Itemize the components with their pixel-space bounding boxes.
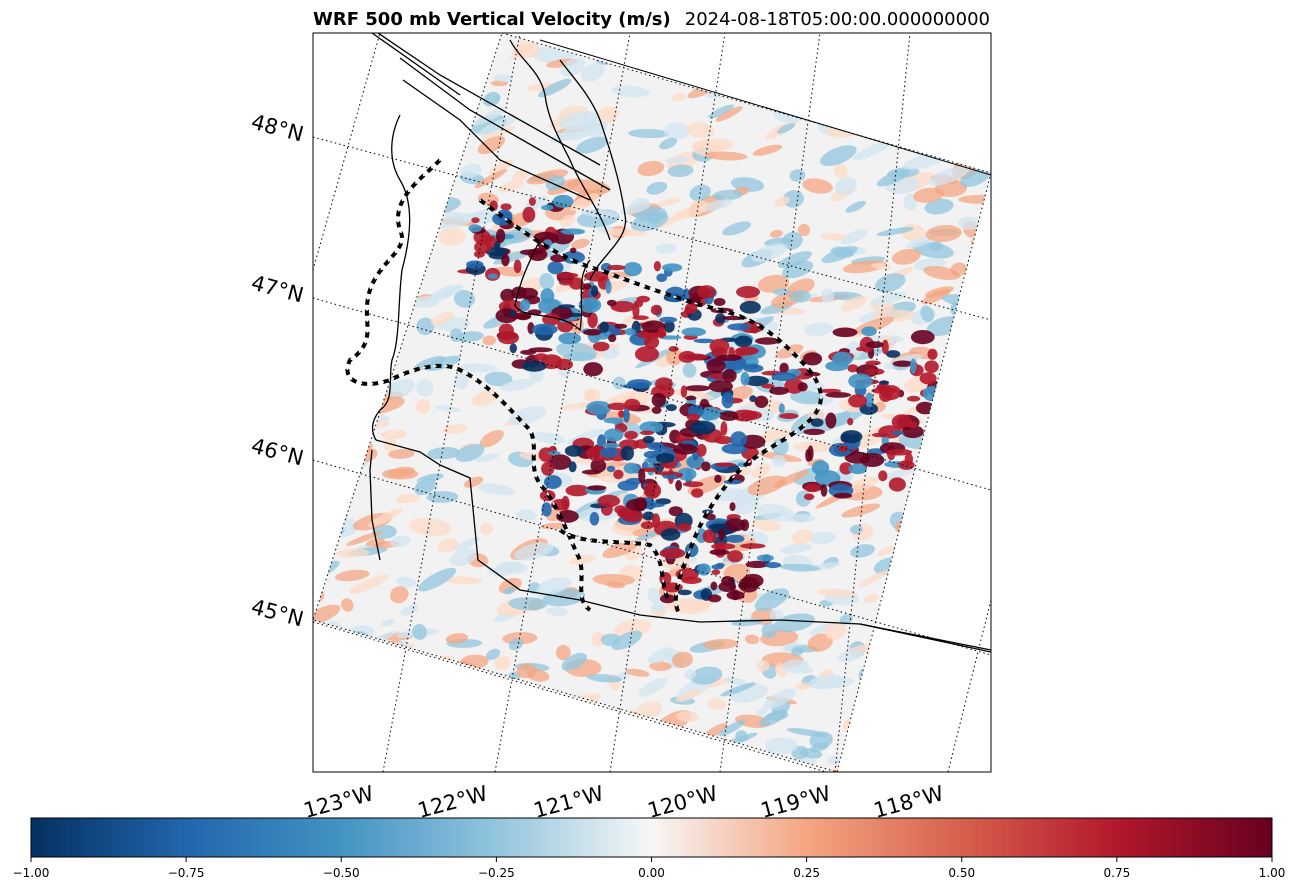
lat-line-48 [313,136,991,321]
map-area [313,33,991,772]
colorbar-tick-label: −0.75 [168,866,205,880]
lat-line-46 [313,459,991,656]
colorbar-tick-label: −0.25 [478,866,515,880]
colorbar: −1.00 −0.75 −0.50 −0.25 0.00 0.25 0.50 0.75 1.00 [13,817,1286,880]
colorbar-tick-label: −0.50 [323,866,360,880]
lon-labels: 123°W 122°W 121°W 120°W 119°W 118°W [301,781,946,823]
colorbar-ticks: −1.00 −0.75 −0.50 −0.25 0.00 0.25 0.50 0.75 1.00 [13,857,1286,880]
lon-label-122: 122°W [415,781,490,823]
lon-line-122 [494,33,631,772]
chart-subtitle: 2024-08-18T05:00:00.000000000 [685,9,990,30]
lon-label-118: 118°W [871,781,946,823]
lon-line-120 [719,33,821,772]
lat-label-46: 46°N [249,434,306,471]
map-frame [312,32,992,773]
lat-label-48: 48°N [249,110,306,147]
chart-title: WRF 500 mb Vertical Velocity (m/s) [313,9,671,30]
lat-line-45 [313,621,829,772]
colorbar-tick-label: −1.00 [13,866,50,880]
lon-label-120: 120°W [645,781,720,823]
colorbar-tick-label: 0.00 [638,866,665,880]
lon-line-123 [382,33,521,772]
contour-lines [369,33,991,653]
gridlines [313,33,991,772]
lat-line-47 [313,297,991,491]
lon-label-123: 123°W [301,781,376,823]
lon-line-121 [609,33,726,772]
colorbar-tick-label: 0.75 [1104,866,1131,880]
lat-label-45: 45°N [249,595,306,632]
lon-label-121: 121°W [531,781,606,823]
colorbar-gradient [30,817,1273,858]
lat-labels: 48°N 47°N 46°N 45°N [249,110,306,632]
colorbar-tick-label: 0.25 [793,866,820,880]
lon-line-w1 [313,33,381,271]
lon-label-119: 119°W [758,781,833,823]
colorbar-tick-label: 0.50 [948,866,975,880]
lat-label-47: 47°N [249,271,306,308]
boundary-dashes [345,158,823,617]
colorbar-tick-label: 1.00 [1259,866,1286,880]
